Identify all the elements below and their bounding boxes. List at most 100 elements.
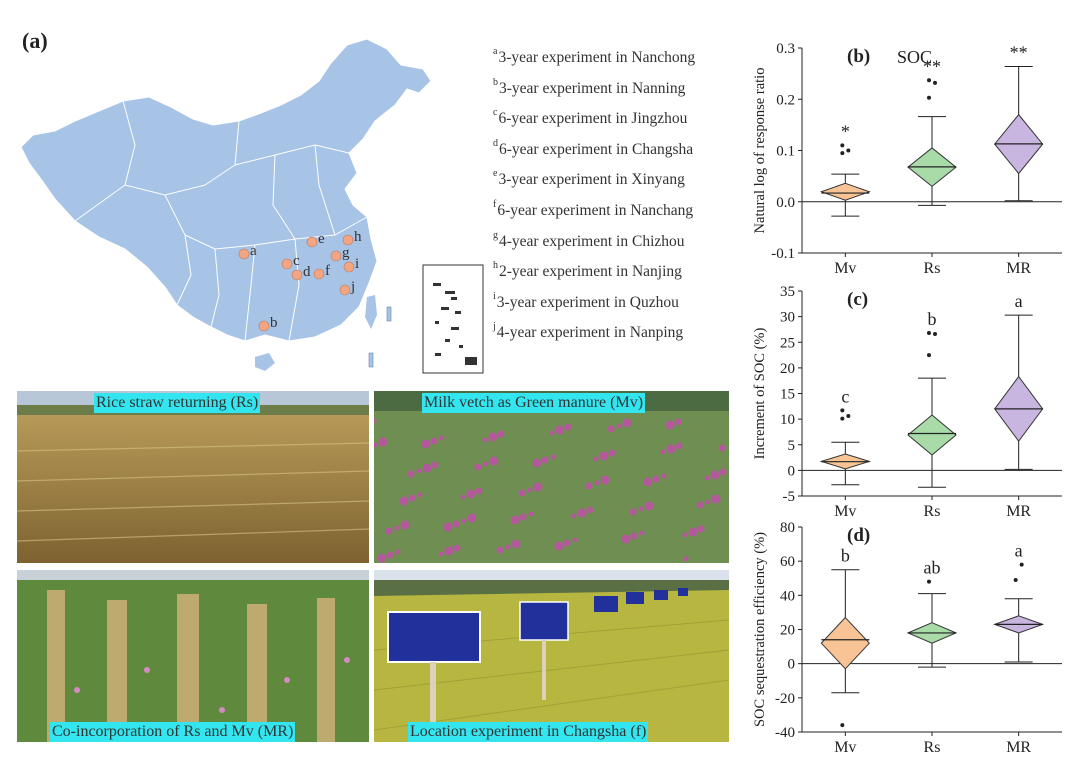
- legend-item: c6-year experiment in Jingzhou: [493, 107, 687, 128]
- legend-item: a3-year experiment in Nanchong: [493, 46, 695, 67]
- legend-letter: c: [493, 107, 498, 119]
- x-tick-label: MR: [1006, 739, 1031, 756]
- significance-label: **: [1010, 42, 1028, 62]
- legend-letter: g: [493, 229, 498, 241]
- box-MR: [994, 314, 1044, 470]
- legend-item: d6-year experiment in Changsha: [493, 138, 693, 159]
- x-tick-label: Rs: [924, 739, 941, 756]
- y-tick-label: 0.0: [776, 195, 795, 211]
- taiwan-island: [365, 295, 377, 329]
- outlier-point: [927, 579, 931, 584]
- legend-letter: d: [493, 137, 498, 149]
- y-tick-label: 0: [788, 463, 796, 479]
- sign-board: [387, 611, 481, 663]
- caption-milk-vetch: Milk vetch as Green manure (Mv): [422, 393, 646, 413]
- chart-title: SOC: [897, 47, 932, 67]
- outlier-point: [840, 416, 845, 421]
- legend-item: j4-year experiment in Nanping: [493, 321, 683, 342]
- legend-text: 4-year experiment in Chizhou: [499, 232, 685, 250]
- outlier-point: [927, 353, 931, 358]
- x-tick-label: MR: [1006, 260, 1031, 277]
- outlier-point: [840, 143, 845, 148]
- y-tick-label: 80: [780, 520, 795, 536]
- y-tick-label: 0.1: [776, 144, 795, 160]
- y-tick-label: -40: [775, 725, 795, 741]
- south-china-sea-inset: [422, 264, 484, 374]
- outlier-point: [1013, 577, 1018, 582]
- y-tick-label: 20: [780, 361, 795, 377]
- site-label-c: c: [293, 253, 300, 269]
- hainan-island: [255, 353, 275, 371]
- panel-a-label: (a): [22, 28, 48, 53]
- significance-label: a: [1015, 541, 1023, 561]
- y-tick-label: 35: [780, 284, 795, 300]
- y-tick-label: -5: [783, 489, 796, 505]
- significance-label: ab: [924, 558, 941, 578]
- outlier-point: [927, 331, 931, 336]
- y-tick-label: 20: [780, 623, 795, 639]
- box-diamond: [819, 182, 871, 201]
- island-mark: [386, 306, 392, 322]
- legend-item: f6-year experiment in Nanchang: [493, 199, 693, 220]
- site-marker-h: [342, 234, 354, 246]
- panel-label: (d): [847, 525, 870, 546]
- site-marker-b: [258, 320, 270, 332]
- legend-text: 6-year experiment in Changsha: [499, 140, 694, 158]
- panel-label: (b): [847, 46, 870, 67]
- y-tick-label: 10: [780, 412, 795, 428]
- legend-text: 4-year experiment in Nanping: [496, 324, 684, 342]
- legend-letter: a: [493, 46, 498, 57]
- legend-item: e3-year experiment in Xinyang: [493, 168, 685, 189]
- y-tick-label: 15: [780, 387, 795, 403]
- outlier-point: [846, 148, 851, 153]
- significance-label: b: [928, 309, 937, 329]
- y-tick-label: 30: [780, 310, 795, 326]
- outlier-point: [846, 414, 851, 419]
- legend-text: 3-year experiment in Nanning: [499, 79, 686, 97]
- legend-text: 6-year experiment in Jingzhou: [498, 110, 688, 128]
- box-Rs: [907, 331, 957, 488]
- y-tick-label: 5: [788, 438, 796, 454]
- outlier-point: [933, 80, 937, 85]
- y-axis-label: Natural log of response ratio: [752, 68, 768, 234]
- x-tick-label: Mv: [834, 260, 856, 277]
- y-tick-label: 0.2: [776, 92, 795, 108]
- box-diamond: [907, 414, 957, 456]
- site-label-h: h: [354, 229, 362, 245]
- site-label-j: j: [350, 279, 355, 295]
- box-Mv: [820, 569, 871, 728]
- legend-letter: b: [493, 76, 498, 88]
- box-Mv: [819, 143, 871, 217]
- site-marker-e: [306, 236, 318, 248]
- legend-letter: j: [493, 321, 496, 333]
- inset-islands: [433, 283, 477, 365]
- caption-location-changsha: Location experiment in Changsha (f): [408, 722, 649, 742]
- legend-item: i3-year experiment in Quzhou: [493, 291, 679, 312]
- significance-label: a: [1015, 291, 1023, 311]
- china-mainland-shape: [20, 38, 432, 342]
- site-label-b: b: [270, 315, 278, 331]
- photo-milk-vetch: [374, 391, 729, 563]
- y-tick-label: 25: [780, 335, 795, 351]
- site-marker-i: [343, 261, 355, 273]
- box-diamond: [820, 616, 871, 670]
- caption-co-incorporation: Co-incorporation of Rs and Mv (MR): [50, 722, 296, 742]
- panel-label: (c): [847, 289, 868, 310]
- photo-rice-straw: [17, 391, 369, 563]
- significance-label: c: [841, 386, 849, 406]
- chart-b-soc-response-ratio: -0.1 0.0 0.1 0.2 0.3 Natural log of response …: [752, 41, 1062, 277]
- site-marker-j: [339, 284, 351, 296]
- site-label-a: a: [250, 243, 257, 259]
- significance-label: **: [923, 56, 941, 76]
- outlier-point: [933, 332, 937, 337]
- photo-co-incorporation: [17, 570, 369, 742]
- chart-d-soc-sequestration: -40 -20 0 20 40 60 80 SOC sequestration efficie…: [752, 520, 1062, 756]
- legend-text: 2-year experiment in Nanjing: [499, 263, 682, 281]
- outlier-point: [840, 151, 845, 156]
- significance-label: b: [841, 546, 850, 566]
- outlier-point: [1019, 562, 1024, 567]
- legend-letter: f: [493, 199, 497, 210]
- legend-text: 6-year experiment in Nanchang: [497, 202, 694, 219]
